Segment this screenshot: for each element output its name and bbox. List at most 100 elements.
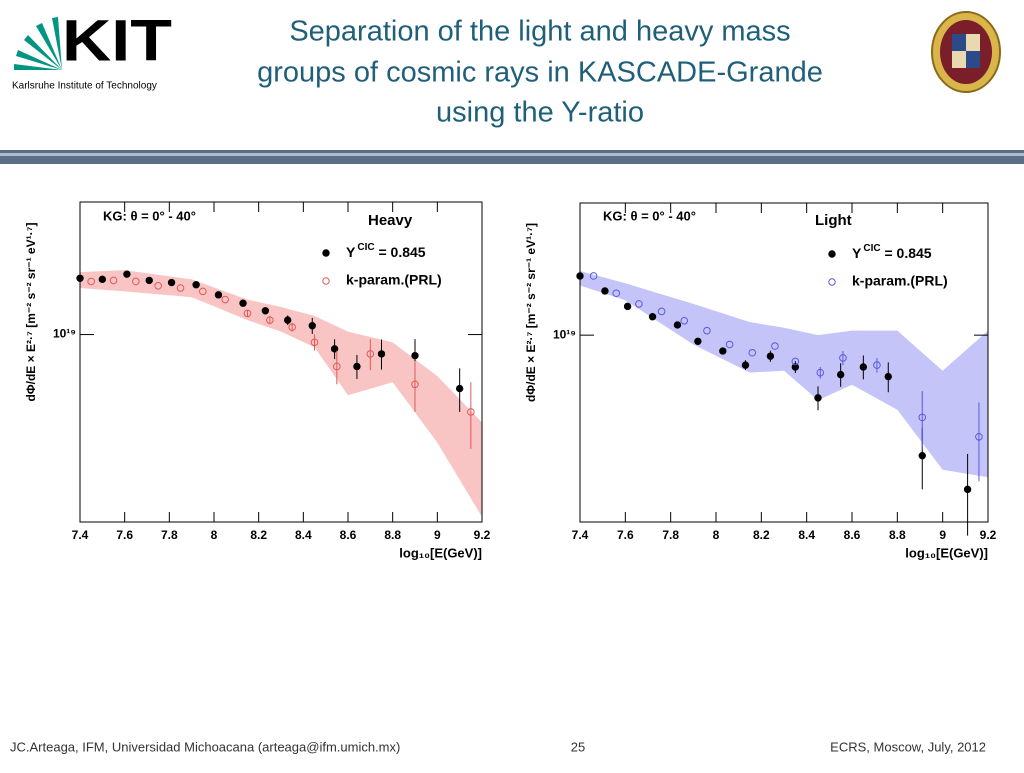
x-tick-label: 9: [939, 528, 946, 542]
data-point: [859, 363, 868, 371]
data-point: [918, 451, 926, 460]
data-point: [748, 348, 757, 357]
data-point: [310, 338, 319, 347]
x-tick-label: 7.6: [116, 528, 133, 542]
chart-title: Heavy: [368, 212, 413, 229]
data-point: [333, 362, 341, 371]
x-tick-label: 8: [211, 528, 218, 542]
legend-marker: [828, 278, 836, 286]
data-point: [719, 347, 727, 355]
data-point: [975, 432, 983, 441]
logo-text: KIT: [62, 8, 172, 73]
x-tick-label: 8.6: [340, 528, 357, 542]
data-point: [123, 270, 131, 278]
data-point: [884, 372, 892, 381]
data-point: [199, 287, 207, 296]
x-tick-label: 8.8: [889, 528, 906, 542]
y-tick-label: 10¹⁹: [553, 327, 576, 341]
chart-title: Light: [815, 212, 852, 229]
footer-right: ECRS, Moscow, July, 2012: [830, 739, 986, 754]
kit-logo: KIT Karlsruhe Institute of Technology: [12, 8, 172, 91]
model-band: [580, 270, 988, 478]
data-point: [145, 276, 153, 285]
chart: 7.4 7.6 7.8 8 8.2 8.4 8.6 8.8 9 9.2 10¹⁹ log₁₀[E(Ge…: [24, 201, 491, 560]
data-point: [109, 276, 118, 285]
data-point: [766, 352, 775, 360]
x-tick-label: 7.8: [662, 528, 679, 542]
data-point: [377, 350, 386, 358]
data-point: [612, 289, 621, 298]
data-point: [694, 337, 702, 346]
x-tick-label: 8: [713, 528, 720, 542]
data-point: [87, 277, 95, 286]
data-point: [154, 281, 162, 290]
chart: 7.4 7.6 7.8 8 8.2 8.4 8.6 8.8 9 9.2 10¹⁹ log₁₀[E(Ge…: [524, 202, 997, 560]
x-axis-label: log₁₀[E(GeV)]: [399, 545, 482, 560]
annotation: KG: θ = 0° - 40°: [603, 208, 696, 223]
data-point: [839, 354, 847, 362]
x-tick-label: 8.8: [384, 528, 401, 542]
data-point: [284, 316, 292, 324]
x-tick-label: 8.2: [250, 528, 267, 542]
page-number: 25: [571, 739, 585, 754]
data-point: [576, 272, 584, 280]
data-point: [243, 309, 252, 318]
x-tick-label: 7.4: [572, 528, 589, 542]
data-point: [648, 312, 657, 321]
legend-marker: [322, 277, 330, 285]
data-point: [601, 287, 609, 295]
legend-marker: [322, 249, 330, 257]
x-tick-label: 8.4: [798, 528, 815, 542]
data-point: [288, 323, 296, 331]
data-point: [703, 326, 711, 335]
data-point: [836, 370, 845, 379]
x-tick-label: 9.2: [474, 528, 491, 542]
legend-label: k-param.(PRL): [852, 273, 948, 289]
data-point: [176, 284, 185, 292]
data-point: [635, 300, 643, 308]
x-tick-label: 9: [434, 528, 441, 542]
title-line: groups of cosmic rays in KASCADE-Grande: [257, 57, 823, 89]
data-point: [455, 384, 464, 393]
x-tick-label: 8.6: [844, 528, 861, 542]
data-point: [411, 380, 419, 389]
header-bar-highlight: [0, 153, 1024, 156]
y-axis-label: dΦ/dE × E²·⁷ [m⁻² s⁻² sr⁻¹ eV¹·⁷]: [524, 223, 538, 402]
data-point: [366, 350, 375, 358]
data-point: [680, 316, 689, 325]
data-point: [791, 357, 800, 366]
x-tick-label: 7.6: [617, 528, 634, 542]
legend-marker: [828, 250, 836, 258]
header-bar: [0, 150, 1024, 164]
data-point: [623, 302, 632, 311]
data-point: [98, 275, 107, 284]
legend-label: Y CIC = 0.845: [852, 243, 932, 261]
data-point: [214, 291, 223, 299]
title-line: Separation of the light and heavy mass: [289, 16, 790, 48]
title-line: using the Y-ratio: [436, 97, 644, 129]
data-point: [266, 316, 274, 324]
model-band: [80, 270, 482, 517]
y-axis-label: dΦ/dE × E²·⁷ [m⁻² s⁻² sr⁻¹ eV¹·⁷]: [24, 222, 38, 401]
data-point: [411, 351, 419, 360]
data-point: [918, 413, 927, 422]
data-point: [330, 345, 339, 353]
data-point: [771, 342, 779, 350]
data-point: [725, 340, 734, 349]
data-point: [873, 361, 881, 369]
data-point: [76, 274, 84, 283]
data-point: [261, 307, 270, 315]
data-point: [353, 362, 361, 371]
data-point: [814, 394, 822, 402]
data-point: [221, 295, 229, 304]
annotation: KG: θ = 0° - 40°: [103, 208, 196, 223]
plot-frame: [79, 201, 483, 523]
data-point: [741, 361, 750, 369]
data-point: [239, 299, 247, 307]
plot-frame: [579, 202, 989, 523]
y-tick-label: 10¹⁹: [53, 327, 76, 341]
x-tick-label: 7.8: [161, 528, 178, 542]
data-point: [791, 363, 800, 371]
